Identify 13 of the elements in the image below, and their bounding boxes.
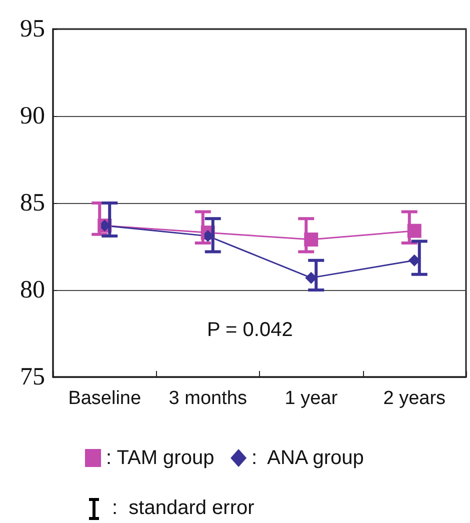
y-tick-label: 85 — [20, 190, 45, 216]
legend-label: : TAM group — [106, 447, 214, 469]
y-tick-label: 80 — [20, 276, 45, 304]
y-tick-label: 90 — [20, 102, 45, 130]
y-tick-label: 75 — [20, 364, 45, 390]
text: : standard error — [112, 497, 254, 520]
x-tick-label: 1 year — [284, 388, 338, 409]
y-tick-label: 95 — [20, 16, 45, 42]
legend-label: : ANA group — [252, 447, 364, 469]
x-tick-label: Baseline — [68, 388, 142, 409]
x-tick-label: 3 months — [168, 388, 247, 409]
annotation: P = 0.042 — [207, 319, 293, 341]
x-tick-label: 2 years — [383, 388, 446, 409]
